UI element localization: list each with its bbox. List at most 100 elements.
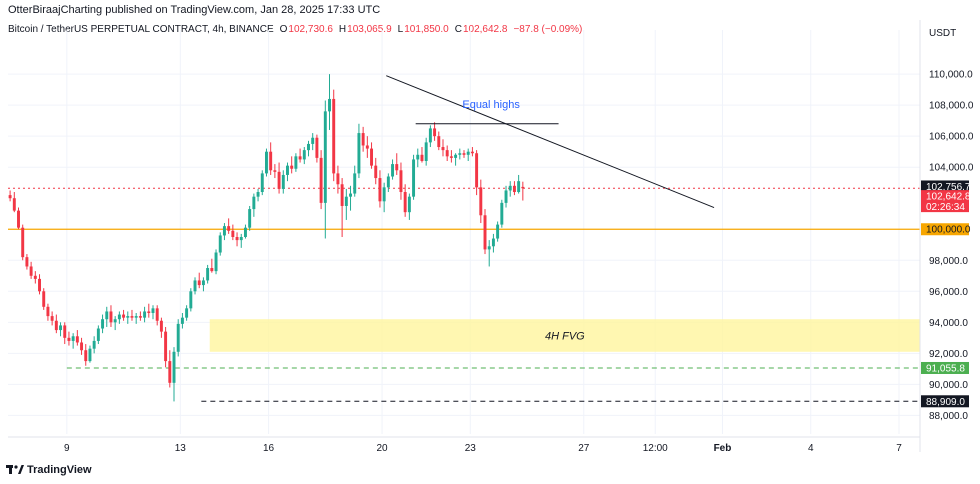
candle-body <box>512 185 516 193</box>
candle-body <box>252 196 256 210</box>
candle-body <box>483 215 487 250</box>
candle-body <box>147 311 151 314</box>
candle-body <box>395 164 399 171</box>
drawings-layer: Equal highs <box>386 75 715 208</box>
candle-body <box>332 98 336 174</box>
candle-body <box>197 280 201 286</box>
candle-body <box>185 308 189 318</box>
candle-body <box>500 202 504 225</box>
candle-body <box>256 192 260 197</box>
candle-body <box>336 173 340 185</box>
candle-body <box>294 156 298 169</box>
time-tick-label: 27 <box>578 443 590 454</box>
price-tag-bg <box>921 190 969 213</box>
candle-body <box>113 319 117 323</box>
candle-body <box>50 316 54 321</box>
candle-body <box>54 320 58 331</box>
tradingview-footer[interactable]: TradingView <box>6 464 92 476</box>
candle-body <box>307 143 310 151</box>
open-label: O <box>279 24 288 35</box>
price-tag-label: 91,055.8 <box>926 363 965 374</box>
candle-body <box>88 348 92 362</box>
level-lines <box>8 187 920 402</box>
candle-body <box>454 154 458 158</box>
candle-body <box>290 165 294 169</box>
candle-body <box>517 181 521 193</box>
candle-body <box>479 187 483 216</box>
candle-body <box>344 196 348 206</box>
close-label: C <box>454 24 462 35</box>
close-value: 102,642.8 <box>462 24 508 35</box>
candle-body <box>206 268 210 281</box>
candle-body <box>201 280 205 286</box>
candle-body <box>122 314 126 318</box>
candle-body <box>92 340 96 349</box>
price-axis[interactable]: USDT 110,000.0 108,000.0 106,000.0 104,000.0… <box>919 20 974 452</box>
fvg-zone <box>209 319 920 352</box>
candle-body <box>189 291 193 309</box>
candle-body <box>407 196 411 213</box>
candle-body <box>496 224 500 239</box>
candle-body <box>504 190 508 203</box>
candle-body <box>71 336 75 341</box>
candle-body <box>508 185 512 191</box>
time-tick-label: 9 <box>64 443 70 454</box>
candle-body <box>42 291 46 307</box>
time-axis[interactable]: 9 13 16 20 23 27 12:00 Feb 4 7 <box>8 436 920 454</box>
candle-body <box>17 210 20 228</box>
candle-body <box>475 153 479 188</box>
candle-body <box>361 133 365 146</box>
candle-body <box>260 173 264 193</box>
candle-body <box>231 230 235 237</box>
candle-body <box>172 351 176 383</box>
candle-body <box>105 311 109 320</box>
candle-body <box>239 237 243 241</box>
candle-body <box>25 257 29 267</box>
candle-body <box>370 148 374 166</box>
candle-body <box>143 311 147 318</box>
candle-body <box>59 325 63 331</box>
candle-body <box>84 350 88 362</box>
price-tag-bg <box>921 180 969 193</box>
candle-body <box>374 165 378 179</box>
candle-body <box>29 266 33 276</box>
candle-body <box>80 342 84 351</box>
candle-body <box>218 235 222 253</box>
candle-body <box>298 156 302 160</box>
candle-body <box>155 308 159 321</box>
candle-body <box>349 193 352 197</box>
candle-body <box>63 325 67 338</box>
time-tick-label: 12:00 <box>643 443 668 454</box>
candle-body <box>193 280 197 292</box>
candle-body <box>46 306 50 317</box>
candle-body <box>403 192 407 213</box>
candle-body <box>210 268 214 272</box>
candle-body <box>75 336 79 343</box>
candle-body <box>67 337 71 341</box>
candle-body <box>130 316 134 318</box>
fvg-zone-layer: 4H FVG <box>209 319 920 352</box>
price-tick-label: 106,000.0 <box>929 132 974 143</box>
candle-body <box>386 176 390 188</box>
price-tag-countdown: 02:26:34 <box>926 202 965 213</box>
price-tag-bg <box>921 361 969 374</box>
candle-body <box>416 154 420 160</box>
price-tag-bg <box>921 395 969 408</box>
candle-body <box>424 142 428 161</box>
candle-body <box>382 187 386 202</box>
candle-body <box>180 317 184 324</box>
candle-body <box>428 128 432 143</box>
tradingview-logo-icon <box>6 465 24 474</box>
price-tick-label: 88,000.0 <box>929 411 968 422</box>
candle-body <box>311 137 315 144</box>
candle-body <box>445 150 449 157</box>
candle-body <box>412 159 416 197</box>
candle-body <box>269 151 273 171</box>
candle-body <box>491 238 495 247</box>
candle-body <box>235 237 239 241</box>
symbol-name[interactable]: Bitcoin / TetherUS PERPETUAL CONTRACT, 4… <box>8 24 274 35</box>
candle-body <box>286 165 289 175</box>
price-tick-label: 98,000.0 <box>929 256 968 267</box>
